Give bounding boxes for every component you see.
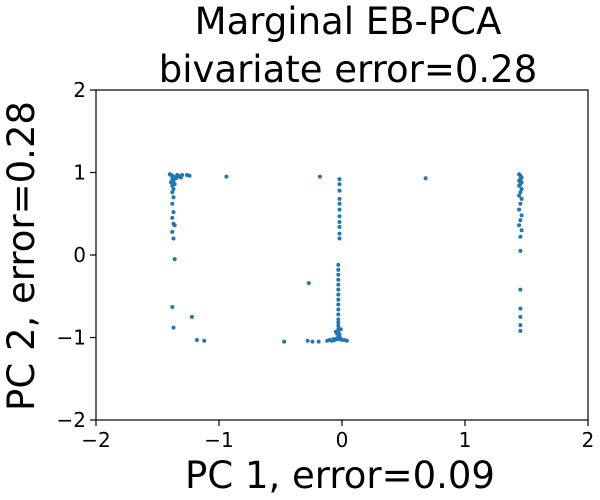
scatter-point [336,282,341,287]
scatter-point [336,262,341,267]
scatter-point [337,196,342,201]
scatter-point [337,201,342,206]
x-tick-label: −2 [81,428,110,452]
scatter-point [518,248,523,253]
scatter-point [336,292,341,297]
scatter-point [337,225,342,229]
scatter-point [336,320,341,325]
scatter-points [167,172,524,344]
scatter-point [171,187,176,191]
scatter-point [518,190,523,195]
scatter-point [518,201,523,206]
scatter-point [518,328,523,333]
scatter-point [519,213,524,218]
scatter-point [518,306,523,311]
scatter-point [337,231,342,236]
scatter-point [202,338,207,343]
y-tick-label: 2 [73,78,86,102]
scatter-point [517,183,522,188]
y-tick-label: 1 [73,161,86,185]
scatter-point [337,236,342,241]
scatter-point [173,176,178,181]
chart-title: Marginal EB-PCA [195,0,502,43]
scatter-point [310,339,315,344]
scatter-point [518,218,523,223]
scatter-point [171,210,176,215]
scatter-point [336,297,341,302]
scatter-point [517,193,522,198]
x-tick-label: 2 [582,428,595,452]
scatter-point [185,173,189,177]
scatter-point [331,337,336,342]
y-axis: −2 −1 0 1 2 [57,78,96,432]
y-tick-label: −2 [57,408,86,432]
scatter-point [170,190,175,195]
y-tick-label: −1 [57,326,86,350]
scatter-point [282,339,287,344]
scatter-point [336,323,341,328]
scatter-point [518,287,523,292]
scatter-point [517,207,522,212]
scatter-point [519,187,524,191]
scatter-point [519,228,524,233]
plot-area-frame [95,89,589,421]
scatter-point [518,323,523,328]
scatter-point [306,281,311,286]
scatter-point [171,236,176,241]
scatter-point [338,327,343,332]
scatter-point [169,180,173,185]
x-tick-label: −1 [204,428,233,452]
scatter-point [336,312,341,317]
scatter-point [337,214,342,219]
scatter-point [337,207,342,212]
scatter-point [317,174,322,179]
scatter-point [336,267,341,272]
x-axis: −2 −1 0 1 2 [81,420,594,452]
scatter-point [423,176,428,181]
scatter-point [170,183,175,188]
scatter-point [224,174,229,179]
scatter-point [336,277,341,282]
x-axis-label: PC 1, error=0.09 [185,454,495,497]
scatter-point [344,338,349,343]
scatter-point [170,215,175,220]
scatter-point [170,229,175,234]
scatter-point [518,234,523,239]
scatter-point [194,338,199,342]
scatter-point [336,272,341,277]
x-tick-label: 0 [336,428,349,452]
chart-subtitle: bivariate error=0.28 [159,48,538,91]
scatter-point [518,314,523,319]
scatter-point [180,173,185,177]
scatter-point [337,332,342,337]
scatter-point [336,302,341,307]
scatter-point [337,220,342,224]
scatter-point [171,325,176,330]
scatter-point [172,223,177,228]
scatter-point [336,307,341,312]
y-axis-label: PC 2, error=0.28 [0,101,43,411]
scatter-point [170,305,175,309]
scatter-point [336,287,341,292]
scatter-point [517,223,522,228]
scatter-point [333,329,338,334]
scatter-point [519,196,524,201]
x-tick-label: 1 [459,428,472,452]
scatter-point [316,339,321,344]
scatter-point [337,182,342,187]
y-tick-label: 0 [73,243,86,267]
scatter-point [189,314,194,319]
scatter-point [337,188,342,193]
scatter-point [170,201,175,206]
scatter-point [305,338,310,343]
scatter-point [172,257,177,262]
scatter-point [337,177,342,182]
scatter-point [171,195,176,200]
scatter-point [336,317,341,322]
